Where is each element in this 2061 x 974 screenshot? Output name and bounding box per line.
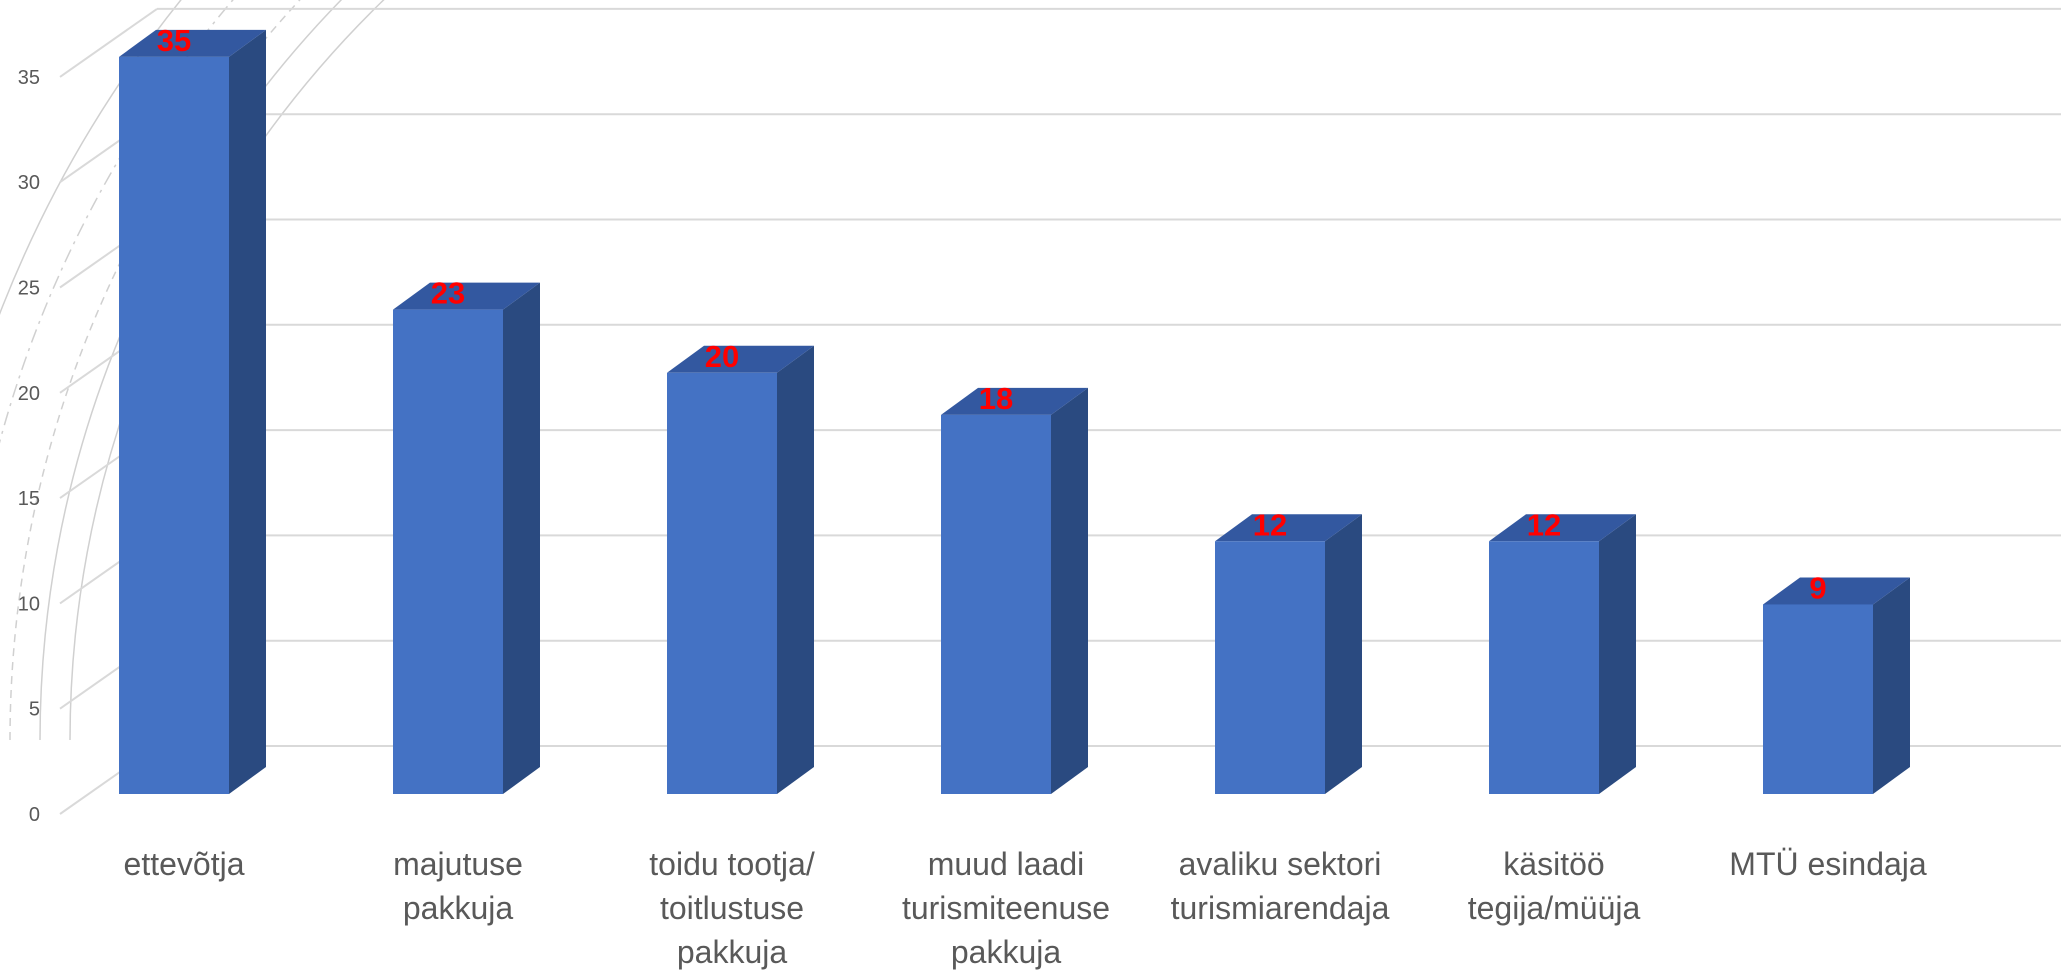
x-tick-label-line: muud laadi xyxy=(928,846,1085,882)
bar-side-0 xyxy=(229,29,266,794)
bar-side-2 xyxy=(777,345,814,794)
x-tick-label-1: majutuse pakkuja xyxy=(393,846,523,926)
x-tick-label-line: avaliku sektori xyxy=(1179,846,1382,882)
y-tick-label-1: 5 xyxy=(29,699,40,721)
bar-front-2 xyxy=(667,372,777,794)
y-tick-label-2: 10 xyxy=(18,593,40,615)
x-tick-label-5: käsitöö tegija/müüja xyxy=(1468,846,1641,926)
data-label-4: 12 xyxy=(1253,507,1287,542)
bar-5 xyxy=(1489,514,1636,794)
bar-front-1 xyxy=(393,309,503,794)
bar-side-5 xyxy=(1599,514,1636,794)
bar-side-1 xyxy=(503,282,540,794)
background-arc-0 xyxy=(69,0,385,741)
x-tick-label-line: pakkuja xyxy=(403,890,514,926)
x-tick-label-line: käsitöö xyxy=(1503,846,1604,882)
y-tick-label-5: 25 xyxy=(18,278,40,300)
y-tick-label-3: 15 xyxy=(18,488,40,510)
bar-front-5 xyxy=(1489,541,1599,794)
y-axis: 0 5 10 15 20 25 30 35 xyxy=(18,67,40,826)
bar-top-1 xyxy=(393,282,540,310)
data-label-5: 12 xyxy=(1527,507,1561,542)
gridline-diagonal-7 xyxy=(59,8,158,78)
bar-top-5 xyxy=(1489,514,1636,542)
x-tick-label-4: avaliku sektori turismiarendaja xyxy=(1171,846,1390,926)
data-label-2: 20 xyxy=(705,339,739,374)
y-tick-label-4: 20 xyxy=(18,383,40,405)
x-tick-label-line: ettevõtja xyxy=(124,846,245,882)
y-tick-label-7: 35 xyxy=(18,67,40,89)
bar-front-0 xyxy=(119,56,229,794)
bar-4 xyxy=(1215,514,1362,794)
background-arc-1 xyxy=(39,0,343,741)
x-tick-label-3: muud laadi turismiteenuse pakkuja xyxy=(902,846,1110,970)
x-tick-label-0: ettevõtja xyxy=(124,846,245,882)
bar-1 xyxy=(393,282,540,794)
bar-side-3 xyxy=(1051,387,1088,794)
y-tick-label-0: 0 xyxy=(29,804,40,826)
bar-6 xyxy=(1763,577,1910,794)
data-labels: 35 23 20 18 12 12 9 xyxy=(157,23,1827,606)
bars xyxy=(119,29,1910,794)
bar-front-4 xyxy=(1215,541,1325,794)
bar-side-4 xyxy=(1325,514,1362,794)
x-tick-label-2: toidu tootja/toitlustuse pakkuja xyxy=(649,846,815,970)
bar-top-4 xyxy=(1215,514,1362,542)
x-tick-label-line: turismiteenuse xyxy=(902,890,1110,926)
bar-2 xyxy=(667,345,814,794)
x-tick-label-line: turismiarendaja xyxy=(1171,890,1390,926)
x-tick-label-line: majutuse xyxy=(393,846,523,882)
background-arc-2 xyxy=(9,0,301,741)
bar-top-2 xyxy=(667,345,814,373)
data-label-1: 23 xyxy=(431,276,465,311)
bar-top-0 xyxy=(119,29,266,57)
x-tick-label-line: toitlustuse xyxy=(660,890,804,926)
y-tick-label-6: 30 xyxy=(18,172,40,194)
x-tick-label-line: MTÜ esindaja xyxy=(1729,846,1927,882)
bar-side-6 xyxy=(1873,577,1910,794)
bar-front-3 xyxy=(941,414,1051,794)
x-tick-label-6: MTÜ esindaja xyxy=(1729,846,1927,882)
x-tick-label-line: toidu tootja/ xyxy=(649,846,815,882)
bar-3 xyxy=(941,387,1088,794)
data-label-6: 9 xyxy=(1809,570,1826,605)
data-label-3: 18 xyxy=(979,381,1013,416)
x-tick-label-line: pakkuja xyxy=(951,934,1062,970)
data-label-0: 35 xyxy=(157,23,191,58)
bar-0 xyxy=(119,29,266,794)
x-tick-label-line: pakkuja xyxy=(677,934,788,970)
bar-top-3 xyxy=(941,387,1088,415)
bar-top-6 xyxy=(1763,577,1910,605)
bar-front-6 xyxy=(1763,604,1873,794)
x-tick-label-line: tegija/müüja xyxy=(1468,890,1641,926)
background-arcs xyxy=(0,0,385,741)
